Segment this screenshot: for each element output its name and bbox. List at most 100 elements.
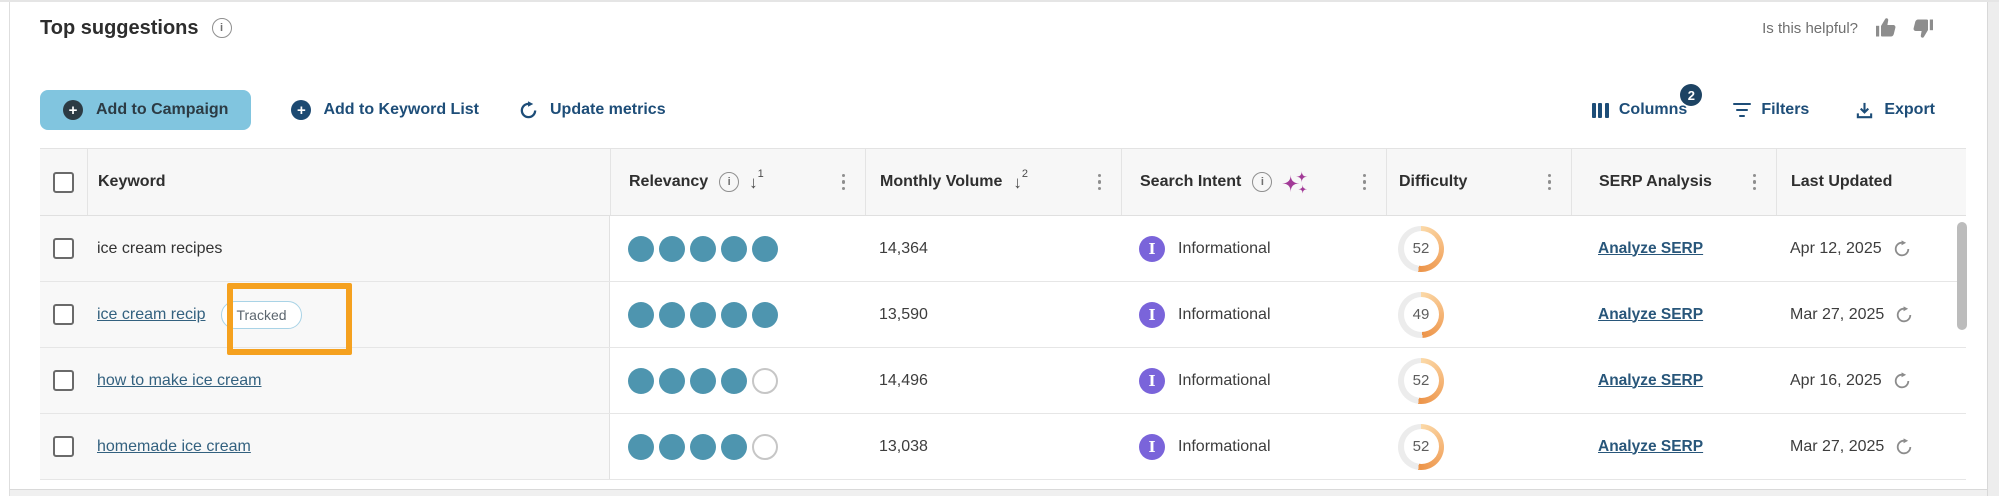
plus-icon: + (291, 100, 312, 120)
row-checkbox[interactable] (53, 436, 74, 457)
columns-button[interactable]: Columns 2 (1591, 84, 1703, 119)
relevancy-dot (659, 433, 685, 460)
keyword-link[interactable]: homemade ice cream (97, 437, 251, 455)
keyword-suggestions-table: Keyword Relevancy i ↓ 1 Monthly Volume ↓ 2… (40, 148, 1966, 480)
refresh-icon[interactable] (1893, 239, 1911, 258)
monthly-volume-value: 13,590 (879, 305, 928, 323)
relevancy-dots (628, 235, 778, 262)
difficulty-value: 52 (1412, 438, 1430, 455)
column-menu-icon[interactable] (838, 170, 850, 195)
panel-left-border (9, 2, 10, 496)
info-icon[interactable]: i (719, 172, 740, 192)
export-button[interactable]: Export (1855, 101, 1935, 120)
column-header-serp-analysis: SERP Analysis (1599, 173, 1712, 190)
add-to-keyword-list-label: Add to Keyword List (323, 101, 479, 118)
relevancy-dot (721, 433, 747, 460)
keyword-link[interactable]: how to make ice cream (97, 371, 262, 389)
relevancy-dot (721, 235, 747, 262)
informational-intent-icon: I (1139, 301, 1165, 328)
keyword-text: ice cream recipes (97, 239, 223, 257)
filters-button[interactable]: Filters (1733, 101, 1809, 119)
relevancy-dots (628, 301, 778, 328)
analyze-serp-link[interactable]: Analyze SERP (1598, 437, 1704, 455)
table-row: ice cream recipes 14,364 I Informational … (40, 216, 1966, 282)
download-icon (1855, 101, 1874, 120)
select-all-checkbox[interactable] (53, 171, 74, 193)
column-header-search-intent: Search Intent (1140, 173, 1242, 190)
column-header-keyword: Keyword (98, 173, 166, 190)
row-checkbox[interactable] (53, 370, 74, 391)
informational-intent-icon: I (1139, 433, 1165, 460)
filter-icon (1733, 102, 1752, 118)
column-header-monthly-volume: Monthly Volume (880, 173, 1003, 190)
relevancy-dot (752, 235, 778, 262)
panel-right-scroll-track[interactable] (1987, 2, 1999, 496)
highlight-annotation-box (227, 283, 352, 355)
column-menu-icon[interactable] (1544, 170, 1556, 195)
thumbs-down-icon[interactable] (1911, 16, 1935, 40)
sort-descending-icon[interactable]: ↓ 2 (1013, 167, 1028, 192)
table-row: how to make ice cream 14,496 I Informatio… (40, 348, 1966, 414)
difficulty-value: 52 (1412, 372, 1430, 389)
relevancy-dot (659, 235, 685, 262)
difficulty-value: 52 (1412, 240, 1430, 257)
helpful-label: Is this helpful? (1762, 19, 1858, 37)
column-header-last-updated: Last Updated (1791, 173, 1893, 190)
add-to-keyword-list-button[interactable]: + Add to Keyword List (291, 100, 479, 120)
difficulty-ring: 52 (1398, 225, 1444, 272)
table-header-row: Keyword Relevancy i ↓ 1 Monthly Volume ↓ 2… (40, 148, 1966, 216)
thumbs-up-icon[interactable] (1874, 16, 1898, 40)
monthly-volume-value: 13,038 (879, 437, 928, 455)
keyword-link[interactable]: ice cream recip (97, 305, 206, 323)
column-menu-icon[interactable] (1094, 170, 1106, 195)
relevancy-dot (752, 433, 778, 460)
update-metrics-button[interactable]: Update metrics (519, 100, 666, 120)
table-toolbar: + Add to Campaign + Add to Keyword List … (40, 84, 1935, 130)
page-title: Top suggestions (40, 16, 199, 39)
relevancy-dot (690, 433, 716, 460)
search-intent-value: Informational (1178, 437, 1271, 455)
monthly-volume-value: 14,496 (879, 371, 928, 389)
export-label: Export (1884, 101, 1935, 118)
relevancy-dot (659, 301, 685, 328)
horizontal-scrollbar-track[interactable] (10, 489, 1987, 496)
analyze-serp-link[interactable]: Analyze SERP (1598, 239, 1704, 257)
relevancy-dot (752, 301, 778, 328)
add-to-campaign-label: Add to Campaign (96, 101, 229, 118)
last-updated-value: Apr 12, 2025 (1790, 239, 1882, 257)
relevancy-dot (721, 301, 747, 328)
analyze-serp-link[interactable]: Analyze SERP (1598, 371, 1704, 389)
row-checkbox[interactable] (53, 304, 74, 325)
relevancy-dots (628, 367, 778, 394)
columns-icon (1591, 102, 1609, 118)
relevancy-dot (659, 367, 685, 394)
feedback-prompt: Is this helpful? (1762, 16, 1935, 40)
last-updated-value: Apr 16, 2025 (1790, 371, 1882, 389)
difficulty-ring: 52 (1398, 423, 1444, 470)
refresh-icon[interactable] (1895, 437, 1913, 456)
panel-top-border (0, 0, 1999, 2)
info-icon[interactable]: i (1252, 172, 1273, 192)
difficulty-value: 49 (1412, 306, 1430, 323)
relevancy-dot (628, 235, 654, 262)
vertical-scrollbar-thumb[interactable] (1957, 222, 1967, 330)
info-icon[interactable]: i (211, 18, 232, 38)
relevancy-dot (690, 367, 716, 394)
add-to-campaign-button[interactable]: + Add to Campaign (40, 90, 252, 130)
column-header-relevancy: Relevancy (629, 173, 709, 190)
refresh-icon[interactable] (1893, 371, 1911, 390)
search-intent-value: Informational (1178, 239, 1271, 257)
column-menu-icon[interactable] (1749, 170, 1761, 195)
refresh-icon[interactable] (1895, 305, 1913, 324)
refresh-icon (519, 100, 538, 120)
analyze-serp-link[interactable]: Analyze SERP (1598, 305, 1704, 323)
relevancy-dot (628, 433, 654, 460)
sort-descending-icon[interactable]: ↓ 1 (749, 167, 764, 192)
relevancy-dot (690, 301, 716, 328)
columns-label: Columns (1618, 101, 1688, 118)
column-menu-icon[interactable] (1359, 170, 1371, 195)
search-intent-value: Informational (1178, 371, 1271, 389)
update-metrics-label: Update metrics (550, 101, 666, 118)
row-checkbox[interactable] (53, 238, 74, 259)
relevancy-dot (690, 235, 716, 262)
